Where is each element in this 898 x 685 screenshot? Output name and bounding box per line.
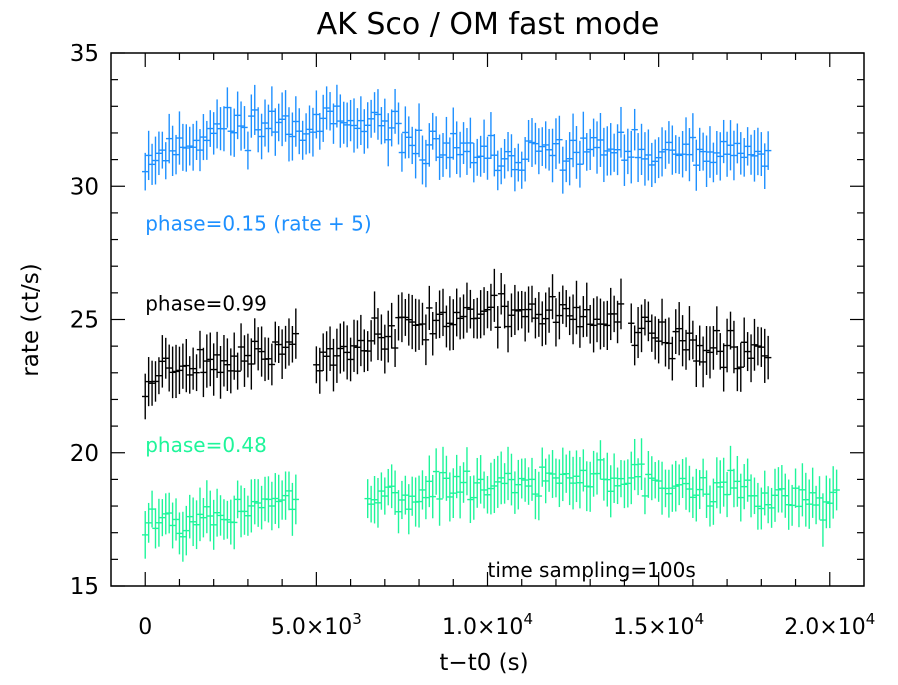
series bbox=[142, 84, 772, 194]
x-tick-label: 5.0×103 bbox=[271, 610, 362, 640]
x-tick-label: 2.0×104 bbox=[784, 610, 875, 640]
chart-title: AK Sco / OM fast mode bbox=[317, 7, 660, 42]
series bbox=[142, 438, 840, 562]
series-label: phase=0.15 (rate + 5) bbox=[145, 212, 371, 236]
y-tick-label: 35 bbox=[70, 41, 99, 67]
x-tick-label: 1.5×104 bbox=[613, 610, 704, 640]
annotation: time sampling=100s bbox=[488, 558, 696, 582]
y-tick-label: 30 bbox=[70, 174, 99, 200]
y-tick-label: 20 bbox=[70, 441, 99, 467]
y-tick-label: 25 bbox=[70, 308, 99, 334]
x-axis: 0 5.0×103 1.0×104 1.5×104 2.0×104 bbox=[138, 53, 875, 640]
series-label: phase=0.48 bbox=[145, 433, 267, 457]
label-layer: phase=0.15 (rate + 5) phase=0.99 phase=0.4… bbox=[145, 212, 696, 582]
series-layer bbox=[142, 84, 840, 562]
x-axis-label: t−t0 (s) bbox=[439, 650, 528, 676]
y-axis: 15 20 25 30 35 bbox=[70, 41, 864, 600]
x-tick-label: 1.0×104 bbox=[442, 610, 533, 640]
x-tick-label: 0 bbox=[138, 615, 152, 640]
y-axis-label: rate (ct/s) bbox=[18, 263, 44, 376]
series bbox=[142, 268, 772, 420]
series-label: phase=0.99 bbox=[145, 292, 267, 316]
y-tick-label: 15 bbox=[70, 574, 99, 600]
